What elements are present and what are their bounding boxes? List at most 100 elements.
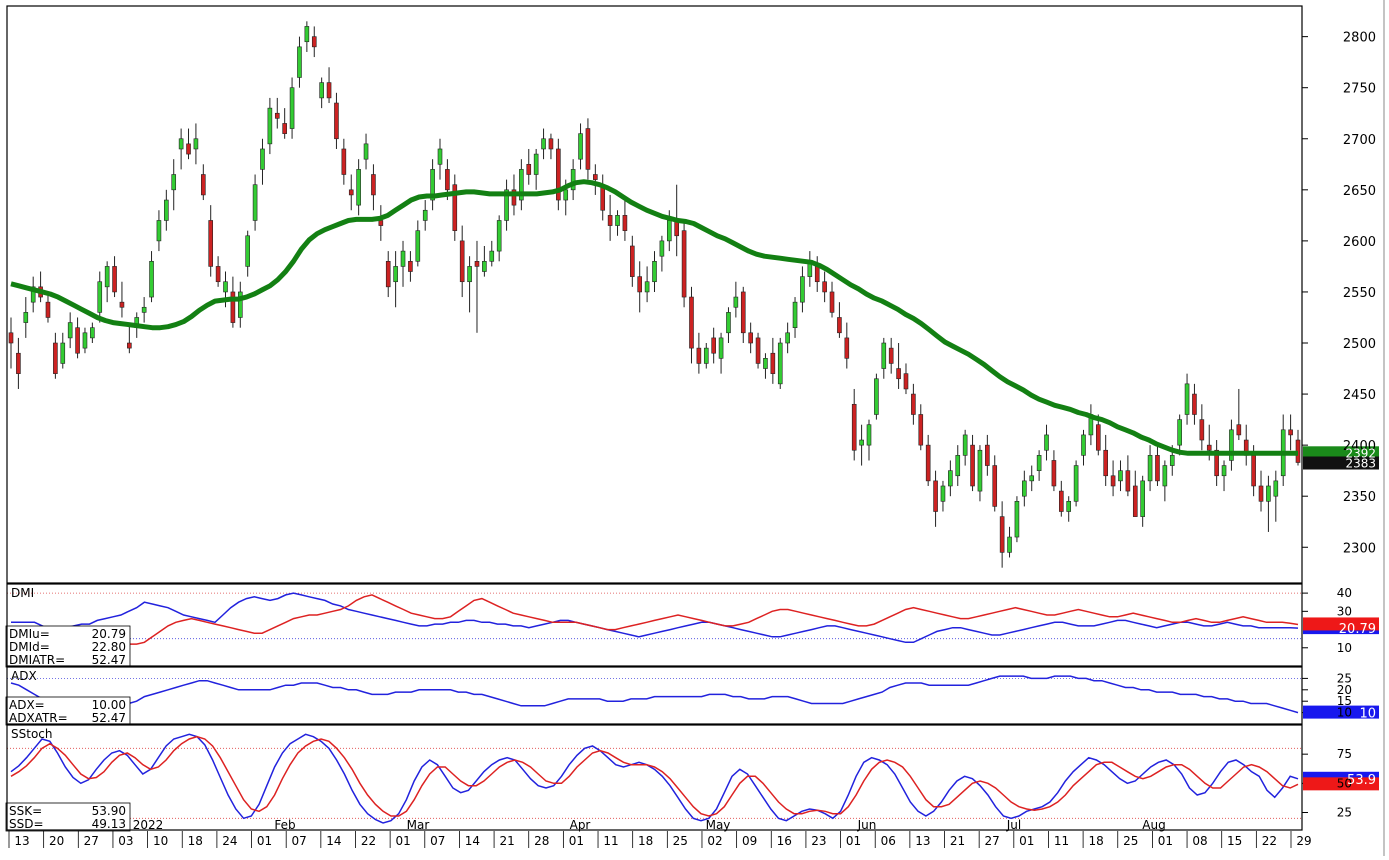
x-tick-label: 14	[465, 834, 480, 848]
candle-body	[1273, 480, 1279, 497]
adx-value-flag	[1303, 705, 1379, 719]
x-tick-label: 24	[222, 834, 237, 848]
x-month-label: Jul	[1006, 818, 1021, 832]
candle-body	[962, 434, 968, 456]
candle-body	[777, 342, 783, 385]
candle-body	[533, 153, 539, 175]
candle-body	[755, 337, 761, 364]
x-tick-label: 25	[1123, 834, 1138, 848]
last-price-label: 2383	[1345, 456, 1376, 470]
candle-body	[282, 123, 287, 134]
candle-body	[178, 138, 184, 150]
price-tick-label: 2450	[1343, 388, 1376, 403]
candle-body	[1029, 475, 1035, 482]
x-tick-label: 07	[292, 834, 307, 848]
stoch-readout-box	[5, 802, 131, 832]
candle-body	[297, 46, 302, 78]
candle-body	[1206, 444, 1212, 451]
candle-body	[186, 143, 191, 155]
dmi-readout-value: 22.80	[92, 640, 126, 654]
candle-body	[1288, 429, 1293, 436]
candle-body	[400, 250, 406, 267]
stoch-series-line-1	[10, 735, 1299, 817]
dmi-frame	[6, 583, 1303, 667]
price-tick-label: 2550	[1343, 286, 1376, 301]
candle-body	[740, 291, 746, 334]
candle-body	[526, 163, 532, 175]
adx-flag-value: 10	[1359, 707, 1376, 722]
candle-body	[689, 296, 694, 349]
stoch-value-flag	[1303, 777, 1379, 791]
price-tick-label: 2300	[1343, 541, 1376, 556]
candle-body	[748, 332, 753, 344]
x-tick-label: 14	[326, 834, 341, 848]
candle-body	[918, 414, 924, 446]
candle-body	[630, 245, 635, 277]
candle-body	[127, 342, 132, 349]
candle-body	[556, 148, 561, 201]
candle-body	[60, 342, 66, 364]
candle-body	[718, 337, 724, 359]
candle-body	[1221, 465, 1227, 477]
candle-body	[215, 266, 221, 283]
candle-body	[489, 250, 495, 262]
candle-body	[496, 220, 502, 252]
candle-body	[770, 352, 776, 374]
candle-body	[326, 82, 332, 99]
candle-body	[274, 112, 280, 119]
adx-readout-value: 10.00	[92, 698, 126, 712]
candle-body	[578, 133, 583, 160]
right-axis-background	[1305, 0, 1389, 856]
candle-body	[563, 189, 569, 201]
candle-body	[467, 266, 472, 283]
candle-body	[334, 102, 339, 140]
candle-body	[119, 301, 125, 308]
adx-readout-box	[5, 696, 131, 726]
candle-body	[1169, 455, 1175, 466]
dmi-tick-label: 40	[1337, 586, 1352, 600]
x-tick-label: 22	[361, 834, 376, 848]
x-tick-label: 21	[950, 834, 965, 848]
candle-body	[16, 352, 21, 374]
candle-body	[896, 368, 901, 380]
candle-body	[800, 276, 805, 303]
candle-body	[149, 261, 154, 298]
stoch-tick-label: 50	[1337, 776, 1352, 790]
candle-body	[1177, 419, 1182, 446]
candle-body	[1162, 465, 1168, 487]
candle-body	[637, 276, 643, 293]
candle-body	[711, 337, 716, 354]
candle-body	[1044, 434, 1049, 451]
candle-body	[82, 332, 88, 349]
moving-average-line	[10, 179, 1298, 456]
candle-body	[1199, 419, 1205, 441]
x-tick-label: 22	[1262, 834, 1277, 848]
candle-body	[422, 209, 428, 221]
candle-body	[156, 220, 162, 242]
candle-body	[1095, 424, 1101, 451]
candle-body	[45, 301, 51, 318]
x-tick-label: 13	[14, 834, 29, 848]
candle-body	[763, 358, 768, 369]
candle-body	[703, 347, 709, 364]
candle-body	[1132, 485, 1138, 517]
candle-body	[452, 184, 458, 231]
stoch-series-line-0	[10, 733, 1299, 824]
candle-body	[252, 184, 258, 221]
candle-body	[363, 143, 369, 160]
dmi-series-line-0	[11, 592, 1299, 644]
candle-body	[1118, 470, 1123, 482]
candle-body	[141, 306, 147, 313]
candle-body	[260, 148, 265, 170]
x-tick-label: 02	[707, 834, 722, 848]
x-month-label: Feb	[274, 818, 295, 832]
candle-body	[696, 347, 702, 364]
candle-body	[1022, 480, 1027, 497]
dmi-tick-label: 10	[1337, 641, 1352, 655]
adx-title: ADX	[11, 669, 37, 683]
candle-body	[75, 327, 80, 354]
x-tick-label: 01	[846, 834, 861, 848]
dmi-value-flag	[1303, 617, 1379, 631]
adx-frame	[6, 666, 1303, 725]
